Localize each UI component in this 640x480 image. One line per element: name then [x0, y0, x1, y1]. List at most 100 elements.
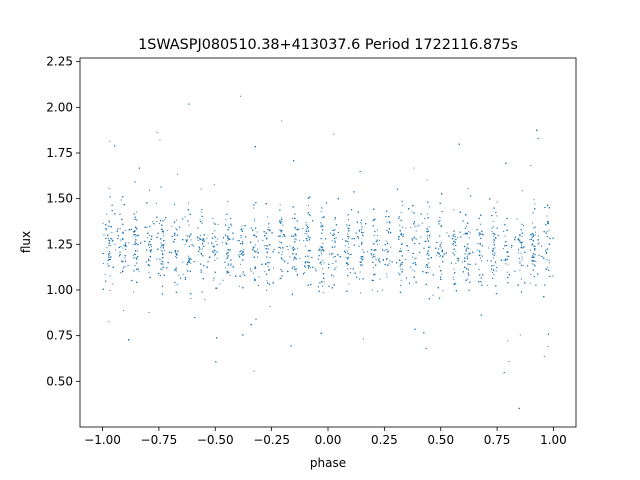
- data-point: [121, 260, 123, 262]
- data-point: [441, 250, 443, 252]
- data-point: [137, 256, 139, 258]
- data-point: [254, 220, 256, 222]
- data-point: [414, 262, 416, 264]
- data-point: [201, 209, 203, 211]
- data-point: [535, 284, 537, 286]
- scatter-points: [102, 95, 554, 409]
- data-point: [463, 233, 465, 235]
- data-point: [132, 254, 134, 256]
- data-point: [464, 266, 466, 268]
- data-point: [429, 236, 431, 238]
- data-point: [331, 274, 333, 276]
- data-point: [161, 245, 163, 247]
- data-point: [254, 146, 256, 148]
- data-point: [520, 278, 522, 280]
- data-point: [415, 257, 417, 259]
- data-point: [323, 216, 325, 218]
- data-point: [123, 309, 125, 311]
- data-point: [493, 268, 495, 270]
- data-point: [519, 235, 521, 237]
- data-point: [186, 235, 188, 237]
- data-point: [190, 297, 192, 299]
- data-point: [425, 283, 427, 285]
- data-point: [279, 221, 281, 223]
- data-point: [132, 234, 134, 236]
- data-point: [381, 289, 383, 291]
- data-point: [538, 254, 540, 256]
- data-point: [162, 261, 164, 263]
- data-point: [150, 244, 152, 246]
- data-point: [240, 235, 242, 237]
- data-point: [522, 247, 524, 249]
- data-point: [157, 248, 159, 250]
- data-point: [190, 293, 192, 295]
- data-point: [321, 247, 323, 249]
- data-point: [405, 277, 407, 279]
- data-point: [332, 229, 334, 231]
- data-point: [362, 234, 364, 236]
- data-point: [545, 250, 547, 252]
- data-point: [451, 243, 453, 245]
- data-point: [109, 275, 111, 277]
- data-point: [272, 282, 274, 284]
- data-point: [323, 281, 325, 283]
- data-point: [520, 252, 522, 254]
- data-point: [280, 217, 282, 219]
- data-point: [317, 286, 319, 288]
- data-point: [533, 260, 535, 262]
- data-point: [487, 260, 489, 262]
- data-point: [331, 253, 333, 255]
- data-point: [457, 237, 459, 239]
- data-point: [396, 188, 398, 190]
- data-point: [422, 271, 424, 273]
- data-point: [105, 224, 107, 226]
- data-point: [467, 263, 469, 265]
- data-point: [427, 239, 429, 241]
- data-point: [213, 252, 215, 254]
- data-point: [230, 217, 232, 219]
- data-point: [174, 269, 176, 271]
- data-point: [389, 260, 391, 262]
- data-point: [321, 253, 323, 255]
- data-point: [493, 235, 495, 237]
- data-point: [462, 271, 464, 273]
- data-point: [480, 281, 482, 283]
- data-point: [372, 280, 374, 281]
- data-point: [200, 211, 202, 213]
- data-point: [532, 212, 534, 214]
- data-point: [185, 239, 187, 241]
- data-point: [482, 274, 484, 276]
- data-point: [125, 241, 127, 243]
- data-point: [438, 223, 440, 225]
- data-point: [176, 173, 178, 175]
- data-point: [253, 204, 255, 206]
- data-point: [174, 250, 176, 252]
- data-point: [240, 253, 242, 255]
- data-point: [242, 271, 244, 273]
- data-point: [458, 143, 460, 145]
- data-point: [531, 244, 533, 246]
- data-point: [531, 233, 533, 235]
- data-point: [136, 235, 138, 237]
- data-point: [344, 245, 346, 247]
- data-point: [468, 253, 470, 255]
- data-point: [304, 233, 306, 235]
- data-point: [401, 234, 403, 236]
- data-point: [102, 222, 104, 224]
- data-point: [533, 199, 535, 201]
- data-point: [112, 266, 114, 268]
- data-point: [402, 235, 404, 237]
- data-point: [319, 282, 321, 284]
- data-point: [255, 236, 257, 238]
- data-point: [212, 218, 214, 219]
- data-point: [426, 228, 428, 230]
- data-point: [160, 238, 162, 240]
- data-point: [299, 239, 301, 241]
- data-point: [279, 229, 281, 231]
- data-point: [466, 246, 468, 248]
- data-point: [432, 274, 434, 276]
- data-point: [492, 250, 494, 252]
- data-point: [479, 233, 481, 235]
- data-point: [428, 298, 430, 300]
